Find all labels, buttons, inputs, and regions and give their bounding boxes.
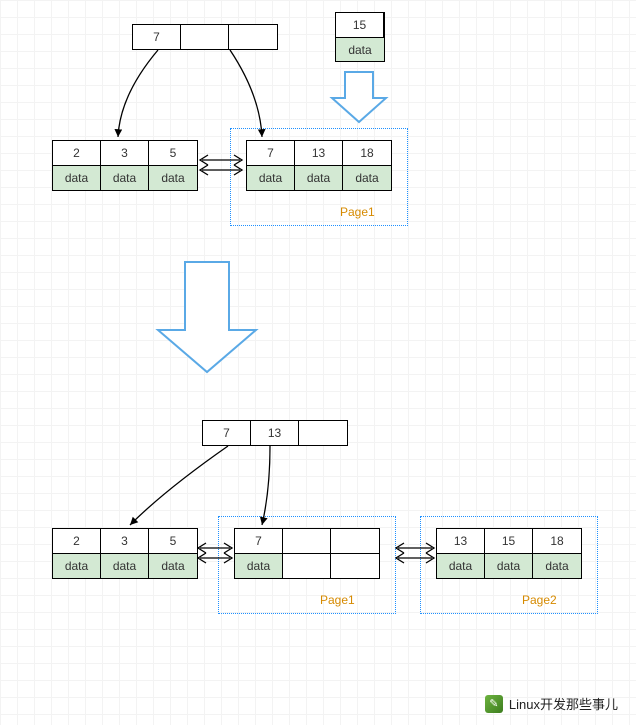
tll-d0: data bbox=[53, 166, 101, 190]
blr-d1: data bbox=[485, 554, 533, 578]
tlr-k0: 7 bbox=[247, 141, 295, 165]
bottom-leaf-mid: 7 data bbox=[234, 528, 380, 579]
tll-k0: 2 bbox=[53, 141, 101, 165]
bottom-leaf-right: 13 15 18 data data data bbox=[436, 528, 582, 579]
bll-d1: data bbox=[101, 554, 149, 578]
top-page1-label: Page1 bbox=[340, 205, 375, 219]
bottom-root: 7 13 bbox=[202, 420, 348, 446]
insert-key: 15 bbox=[336, 13, 384, 37]
top-leaf-left: 2 3 5 data data data bbox=[52, 140, 198, 191]
tll-d2: data bbox=[149, 166, 197, 190]
watermark-text: Linux开发那些事儿 bbox=[509, 694, 618, 713]
top-root-k2 bbox=[229, 25, 277, 49]
split-label: 分裂 bbox=[200, 283, 219, 309]
blr-d0: data bbox=[437, 554, 485, 578]
bottom-leaf-left: 2 3 5 data data data bbox=[52, 528, 198, 579]
watermark: ✎ Linux开发那些事儿 bbox=[485, 694, 618, 713]
insert-node: 15 data bbox=[335, 12, 385, 62]
br-k2 bbox=[299, 421, 347, 445]
bottom-page2-label: Page2 bbox=[522, 593, 557, 607]
tll-d1: data bbox=[101, 166, 149, 190]
tlr-k1: 13 bbox=[295, 141, 343, 165]
top-root-k1 bbox=[181, 25, 229, 49]
edges-overlay bbox=[0, 0, 636, 725]
top-root-k0: 7 bbox=[133, 25, 181, 49]
bll-k0: 2 bbox=[53, 529, 101, 553]
blm-k1 bbox=[283, 529, 331, 553]
br-k1: 13 bbox=[251, 421, 299, 445]
blr-k1: 15 bbox=[485, 529, 533, 553]
bll-k1: 3 bbox=[101, 529, 149, 553]
bottom-page1-label: Page1 bbox=[320, 593, 355, 607]
wechat-icon: ✎ bbox=[485, 695, 503, 713]
blr-k0: 13 bbox=[437, 529, 485, 553]
blr-d2: data bbox=[533, 554, 581, 578]
blr-k2: 18 bbox=[533, 529, 581, 553]
top-root: 7 bbox=[132, 24, 278, 50]
blm-d2 bbox=[331, 554, 379, 578]
top-leaf-right: 7 13 18 data data data bbox=[246, 140, 392, 191]
insert-data: data bbox=[336, 37, 384, 61]
bll-d0: data bbox=[53, 554, 101, 578]
blm-d0: data bbox=[235, 554, 283, 578]
tll-k1: 3 bbox=[101, 141, 149, 165]
tlr-d2: data bbox=[343, 166, 391, 190]
tlr-k2: 18 bbox=[343, 141, 391, 165]
blm-k2 bbox=[331, 529, 379, 553]
bll-k2: 5 bbox=[149, 529, 197, 553]
bll-d2: data bbox=[149, 554, 197, 578]
blm-d1 bbox=[283, 554, 331, 578]
insert-label: 插入 bbox=[352, 82, 372, 97]
tll-k2: 5 bbox=[149, 141, 197, 165]
br-k0: 7 bbox=[203, 421, 251, 445]
tlr-d0: data bbox=[247, 166, 295, 190]
tlr-d1: data bbox=[295, 166, 343, 190]
diagram-canvas: 15 data 7 2 3 5 data data data Page1 7 1… bbox=[0, 0, 636, 725]
blm-k0: 7 bbox=[235, 529, 283, 553]
